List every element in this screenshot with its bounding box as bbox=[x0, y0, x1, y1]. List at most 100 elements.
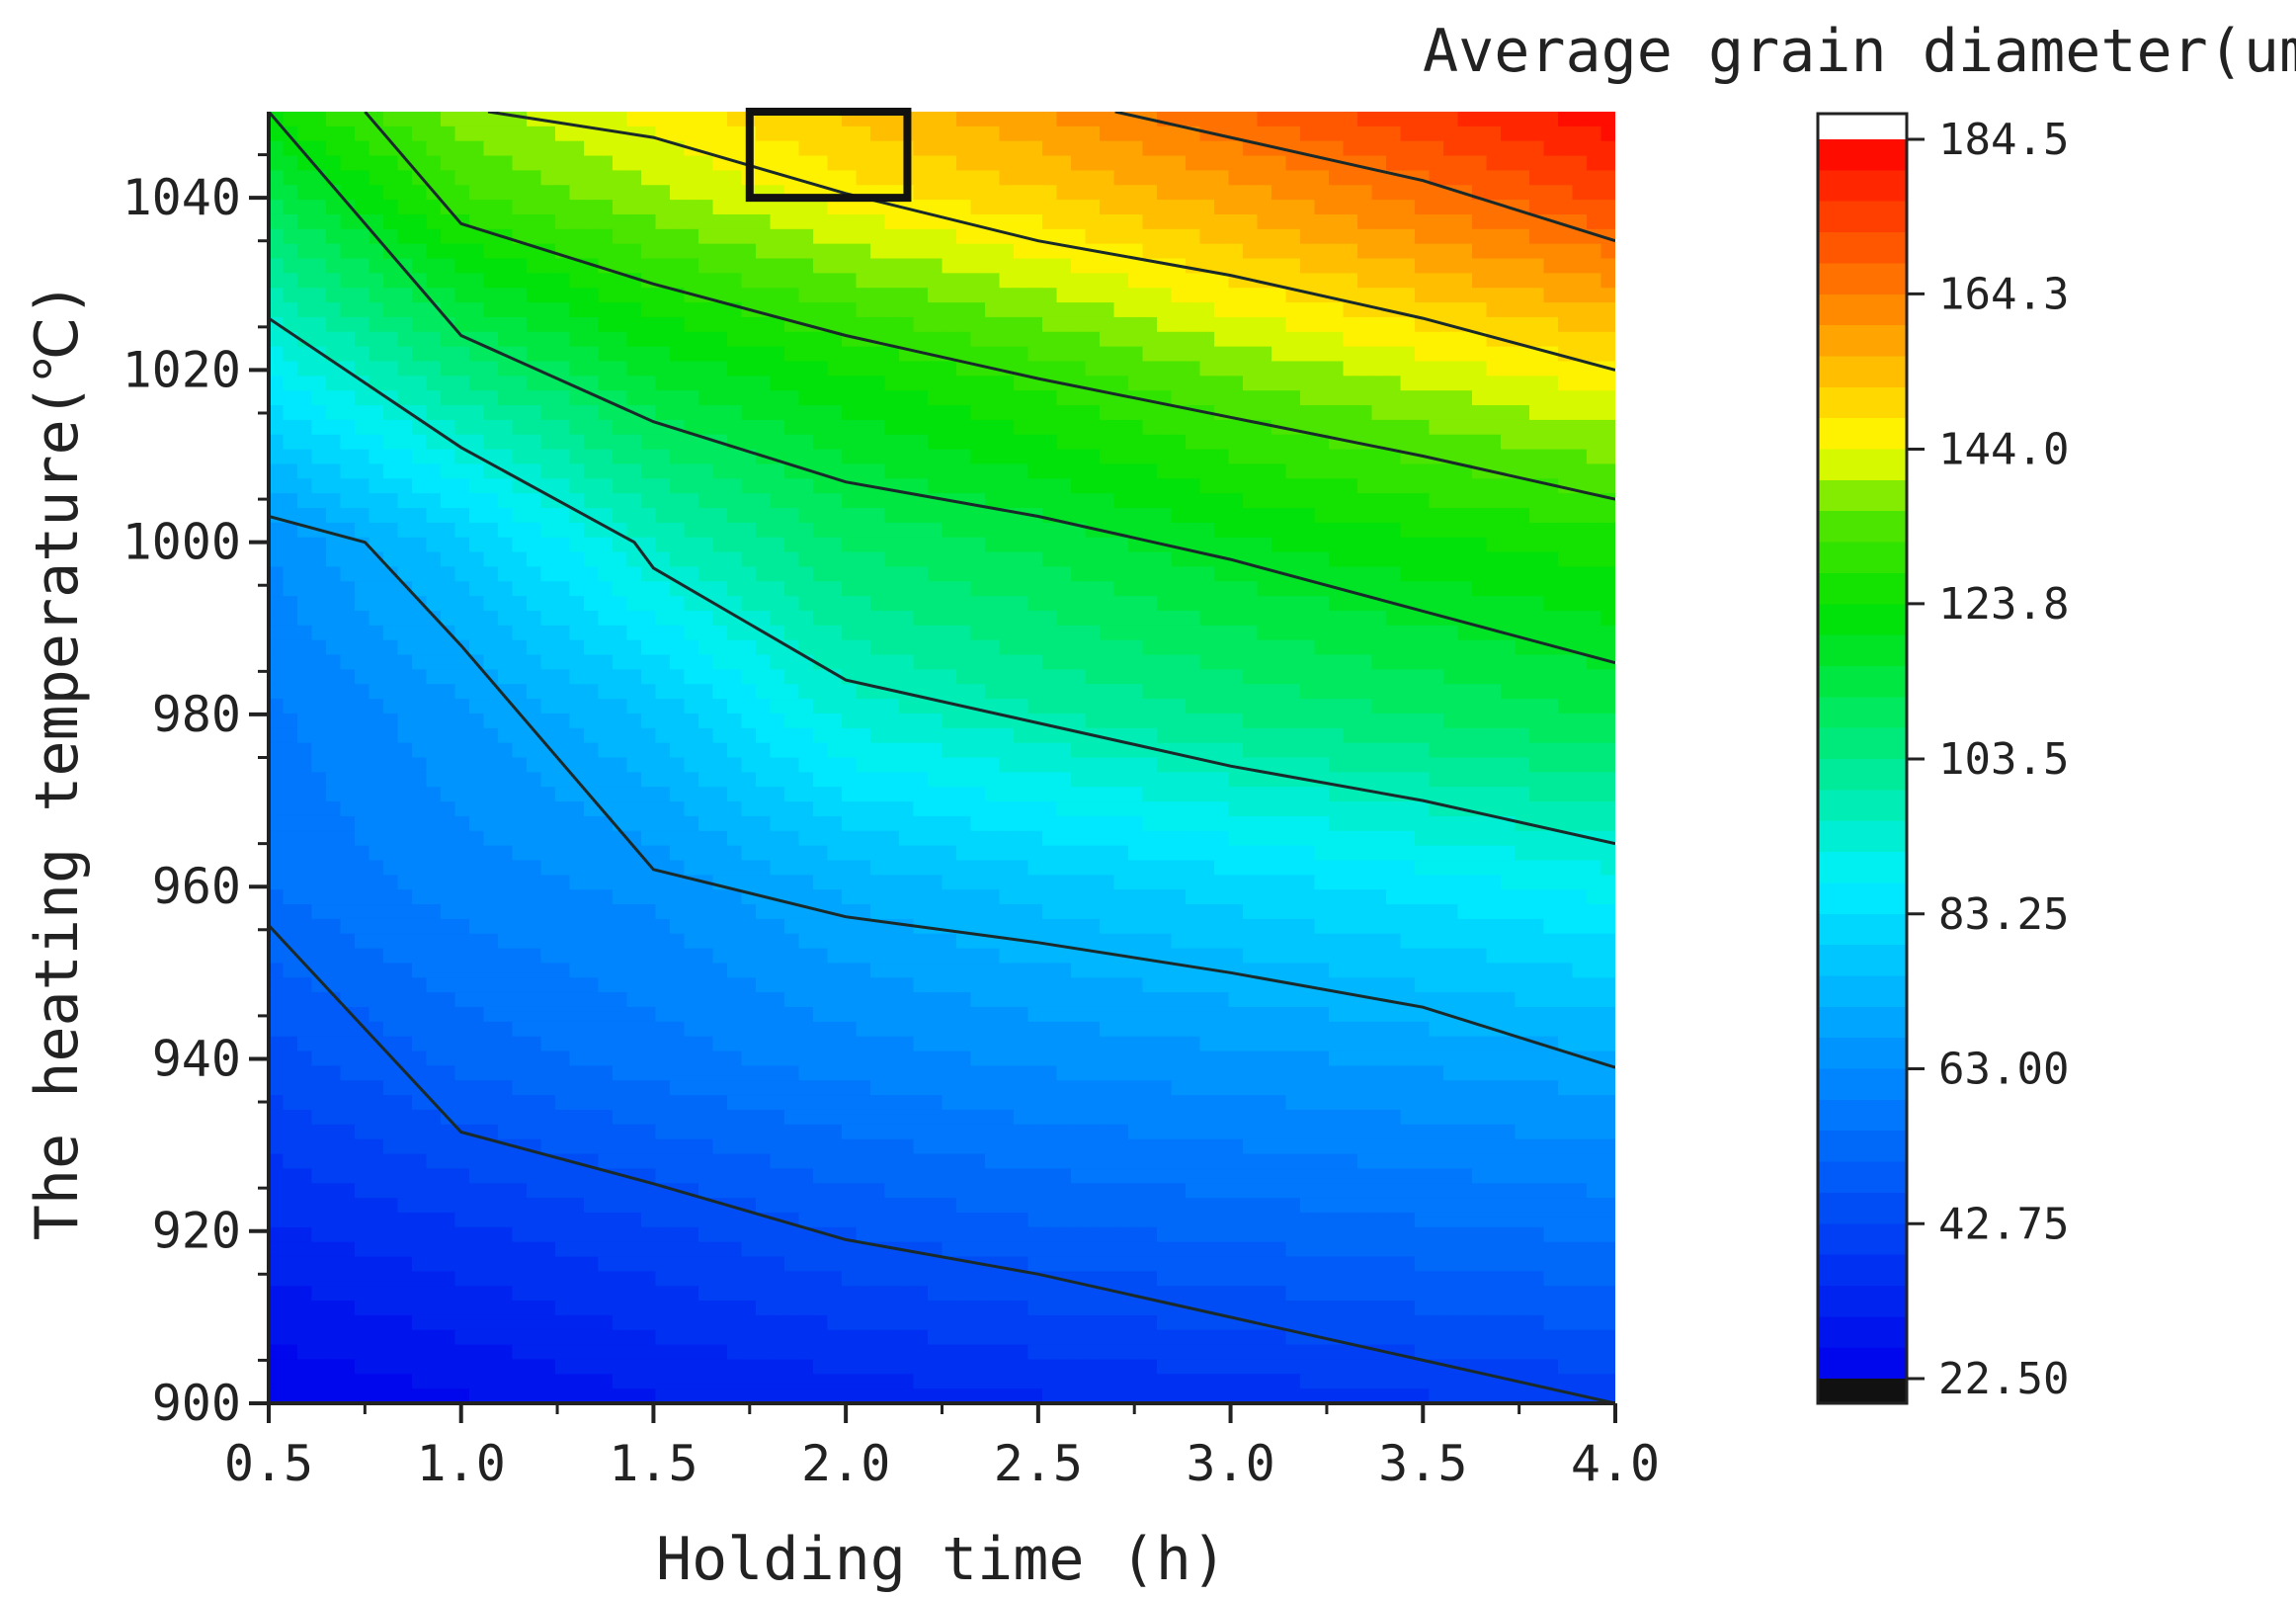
field-cell bbox=[698, 316, 714, 333]
field-cell bbox=[813, 376, 829, 391]
field-cell bbox=[469, 434, 485, 451]
field-cell bbox=[1558, 376, 1574, 391]
field-cell bbox=[326, 419, 342, 436]
field-cell bbox=[1429, 727, 1444, 744]
field-cell bbox=[1415, 273, 1431, 290]
field-cell bbox=[1329, 200, 1345, 215]
field-cell bbox=[311, 273, 327, 290]
field-cell bbox=[454, 155, 470, 172]
field-cell bbox=[813, 581, 829, 597]
field-cell bbox=[1042, 551, 1058, 568]
field-cell bbox=[1014, 625, 1029, 641]
field-cell bbox=[1071, 228, 1087, 245]
field-cell bbox=[1558, 302, 1574, 318]
field-cell bbox=[412, 596, 428, 612]
field-cell bbox=[928, 830, 943, 847]
field-cell bbox=[913, 742, 929, 759]
field-cell bbox=[626, 508, 642, 524]
field-cell bbox=[1543, 405, 1559, 421]
field-cell bbox=[1142, 213, 1158, 230]
field-cell bbox=[1285, 361, 1301, 378]
field-cell bbox=[297, 449, 313, 465]
field-cell bbox=[355, 889, 370, 905]
field-cell bbox=[1429, 185, 1444, 201]
field-cell bbox=[798, 860, 814, 877]
field-cell bbox=[613, 140, 628, 157]
field-cell bbox=[1228, 463, 1244, 480]
field-cell bbox=[655, 243, 671, 260]
field-cell bbox=[355, 331, 370, 348]
field-cell bbox=[1214, 493, 1230, 509]
field-cell bbox=[283, 581, 298, 597]
field-cell bbox=[1228, 228, 1244, 245]
field-cell bbox=[1443, 654, 1459, 671]
field-cell bbox=[311, 405, 327, 421]
field-cell bbox=[1128, 213, 1144, 230]
field-cell bbox=[397, 566, 413, 583]
field-cell bbox=[269, 713, 285, 729]
field-cell bbox=[870, 581, 886, 597]
field-cell bbox=[469, 684, 485, 700]
field-cell bbox=[1572, 566, 1588, 583]
field-cell bbox=[283, 772, 298, 788]
field-cell bbox=[613, 213, 628, 230]
field-cell bbox=[1600, 112, 1615, 127]
field-cell bbox=[1314, 200, 1330, 215]
field-cell bbox=[1314, 273, 1330, 290]
field-cell bbox=[1100, 228, 1115, 245]
field-cell bbox=[1457, 875, 1473, 890]
field-cell bbox=[1113, 405, 1129, 421]
field-cell bbox=[1056, 860, 1072, 877]
field-cell bbox=[928, 757, 943, 774]
field-cell bbox=[397, 434, 413, 451]
field-cell bbox=[1429, 155, 1444, 172]
field-cell bbox=[1113, 302, 1129, 318]
field-cell bbox=[311, 376, 327, 391]
field-cell bbox=[498, 551, 514, 568]
field-cell bbox=[1285, 405, 1301, 421]
field-cell bbox=[469, 170, 485, 187]
field-cell bbox=[1085, 493, 1101, 509]
field-cell bbox=[412, 478, 428, 494]
field-cell bbox=[283, 596, 298, 612]
field-cell bbox=[1572, 112, 1588, 127]
field-cell bbox=[397, 126, 413, 142]
field-cell bbox=[1443, 170, 1459, 187]
field-cell bbox=[1329, 757, 1345, 774]
field-cell bbox=[1415, 463, 1431, 480]
field-cell bbox=[1400, 419, 1416, 436]
field-cell bbox=[956, 126, 972, 142]
field-cell bbox=[1457, 522, 1473, 539]
field-cell bbox=[641, 537, 657, 553]
field-cell bbox=[1543, 787, 1559, 802]
field-cell bbox=[928, 801, 943, 817]
field-cell bbox=[1157, 316, 1173, 333]
field-cell bbox=[1587, 478, 1602, 494]
field-cell bbox=[613, 581, 628, 597]
field-cell bbox=[741, 654, 757, 671]
field-cell bbox=[613, 243, 628, 260]
field-cell bbox=[1128, 228, 1144, 245]
field-cell bbox=[1486, 273, 1502, 290]
field-cell bbox=[884, 860, 900, 877]
field-cell bbox=[827, 699, 843, 714]
field-cell bbox=[283, 112, 298, 127]
field-cell bbox=[540, 331, 556, 348]
field-cell bbox=[1300, 727, 1316, 744]
field-cell bbox=[712, 801, 728, 817]
field-cell bbox=[1243, 596, 1259, 612]
field-cell bbox=[1314, 551, 1330, 568]
field-cell bbox=[1443, 815, 1459, 832]
field-cell bbox=[540, 155, 556, 172]
field-cell bbox=[842, 727, 858, 744]
field-cell bbox=[297, 581, 313, 597]
field-cell bbox=[655, 699, 671, 714]
field-cell bbox=[1400, 875, 1416, 890]
field-cell bbox=[311, 126, 327, 142]
field-cell bbox=[397, 258, 413, 275]
field-cell bbox=[1027, 566, 1043, 583]
field-cell bbox=[1472, 684, 1488, 700]
field-cell bbox=[426, 140, 442, 157]
field-cell bbox=[784, 537, 800, 553]
field-cell bbox=[899, 772, 915, 788]
